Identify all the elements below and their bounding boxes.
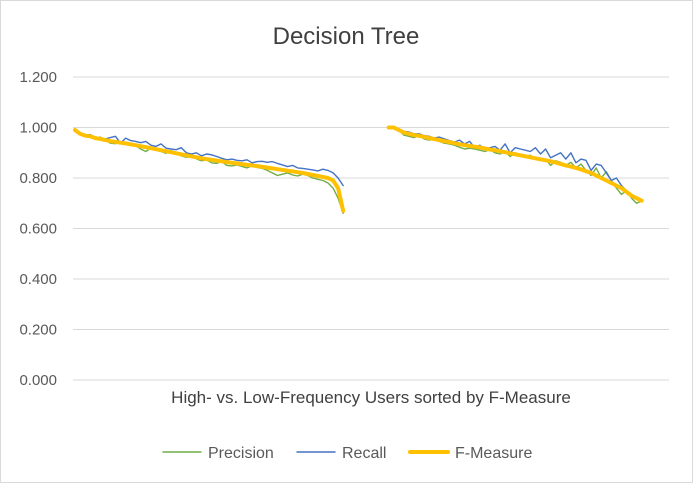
series-layer bbox=[73, 125, 644, 215]
gridlines bbox=[73, 76, 669, 381]
y-tick-label: 0.200 bbox=[19, 322, 57, 339]
series-line bbox=[386, 125, 644, 203]
chart-title: Decision Tree bbox=[273, 23, 420, 50]
legend-label: Recall bbox=[342, 445, 386, 462]
series-line bbox=[73, 128, 346, 213]
series-f-measure bbox=[73, 125, 644, 213]
y-tick-label: 0.600 bbox=[19, 221, 57, 238]
y-tick-label: 1.200 bbox=[19, 69, 57, 86]
y-tick-label: 0.800 bbox=[19, 170, 57, 187]
y-tick-label: 0.000 bbox=[19, 372, 57, 389]
y-tick-label: 0.400 bbox=[19, 271, 57, 288]
legend-label: F-Measure bbox=[455, 445, 532, 462]
legend-label: Precision bbox=[208, 445, 274, 462]
y-tick-label: 1.000 bbox=[19, 120, 57, 137]
legend: Precision Recall F-Measure bbox=[162, 445, 532, 462]
y-tick-labels: 0.000 0.200 0.400 0.600 0.800 1.000 1.200 bbox=[19, 69, 57, 389]
x-axis-label: High- vs. Low-Frequency Users sorted by … bbox=[171, 388, 571, 407]
